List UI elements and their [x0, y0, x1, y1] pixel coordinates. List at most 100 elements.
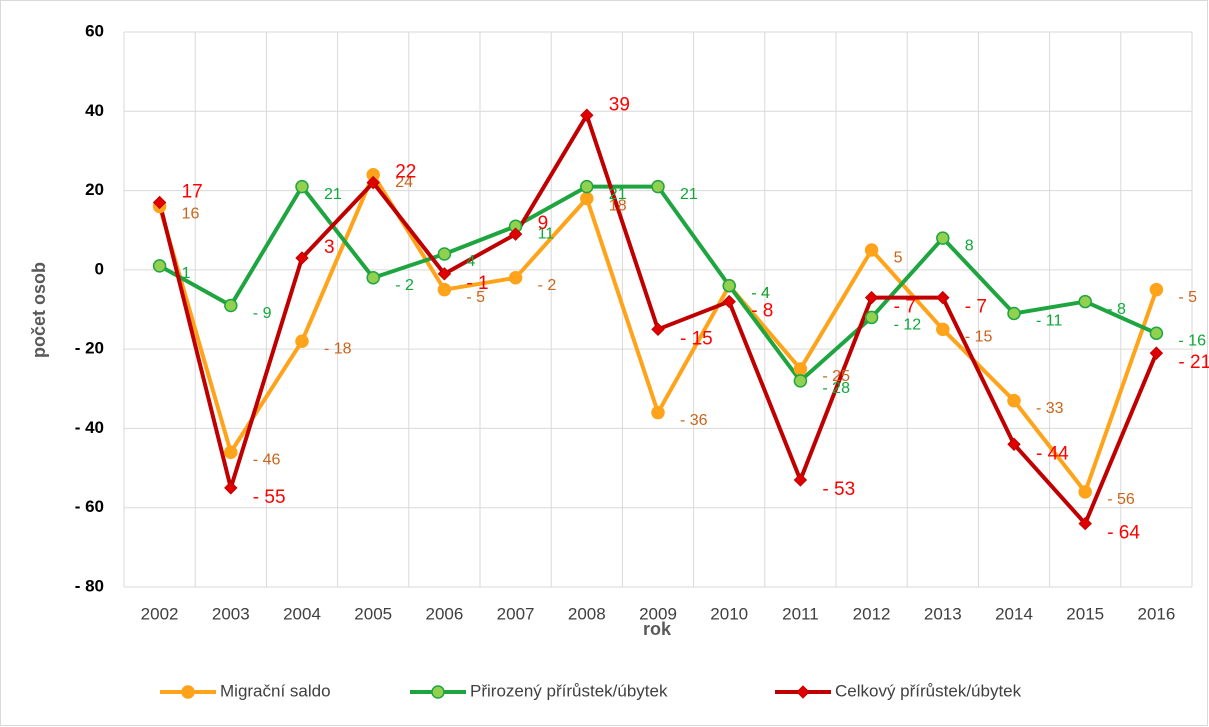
x-tick-label: 2009	[639, 604, 677, 623]
data-point	[152, 195, 167, 210]
y-axis-title: počet osob	[29, 262, 49, 358]
data-point	[224, 481, 238, 495]
data-point	[651, 405, 665, 420]
data-label: 5	[894, 249, 903, 266]
x-axis-title: rok	[643, 619, 672, 639]
data-label: 9	[538, 213, 549, 234]
data-point	[651, 179, 665, 194]
x-tick-label: 2008	[568, 604, 606, 623]
data-point	[366, 175, 380, 190]
data-point	[864, 310, 879, 325]
data-label: - 8	[751, 301, 773, 322]
data-label: - 15	[965, 329, 993, 346]
data-label: - 28	[822, 380, 850, 397]
data-label: - 18	[324, 340, 352, 357]
data-label: - 21	[1178, 352, 1209, 373]
data-label: - 55	[253, 487, 286, 508]
data-point	[936, 231, 950, 245]
data-label: 8	[965, 237, 974, 254]
data-label: - 8	[1107, 301, 1126, 318]
data-label: - 1	[466, 273, 488, 294]
data-label: 4	[466, 253, 475, 270]
data-point	[295, 179, 309, 194]
data-label: - 5	[466, 289, 485, 306]
data-point	[936, 290, 950, 305]
x-tick-label: 2003	[212, 604, 250, 623]
x-tick-label: 2012	[853, 604, 891, 623]
data-label: 21	[680, 186, 698, 203]
x-tick-label: 2010	[710, 604, 748, 623]
data-point	[793, 362, 808, 376]
data-label: - 2	[538, 277, 557, 294]
data-label: - 5	[1178, 289, 1197, 306]
data-point	[1078, 516, 1092, 531]
y-tick-label: 0	[95, 259, 104, 278]
y-tick-label: - 60	[75, 497, 104, 516]
x-tick-label: 2004	[283, 604, 321, 623]
data-label: 17	[182, 181, 203, 202]
data-label: - 4	[751, 285, 770, 302]
x-tick-label: 2015	[1066, 604, 1104, 623]
data-point	[796, 685, 810, 699]
legend-label: Přirozený přírůstek/úbytek	[470, 681, 668, 700]
data-label: 21	[609, 186, 627, 203]
data-point	[224, 298, 238, 313]
data-point	[508, 227, 523, 241]
data-point	[722, 278, 736, 293]
legend-label: Celkový přírůstek/úbytek	[835, 681, 1022, 700]
data-point	[722, 294, 736, 309]
data-label: - 33	[1036, 400, 1064, 417]
x-tick-label: 2016	[1137, 604, 1175, 623]
data-point	[580, 179, 594, 194]
data-label: - 16	[1178, 333, 1206, 350]
y-tick-label: 20	[85, 180, 104, 199]
data-point	[793, 473, 808, 487]
y-tick-label: - 80	[75, 576, 104, 595]
data-point	[1078, 294, 1092, 309]
x-tick-label: 2005	[354, 604, 392, 623]
data-label: - 12	[894, 317, 922, 334]
data-point	[152, 259, 167, 273]
x-tick-label: 2007	[497, 604, 535, 623]
data-point	[1007, 393, 1021, 408]
data-label: - 25	[822, 368, 850, 385]
x-tick-label: 2002	[141, 604, 179, 623]
data-label: 3	[324, 237, 335, 258]
x-tick-label: 2014	[995, 604, 1033, 623]
data-label: - 46	[253, 451, 281, 468]
data-point	[431, 685, 445, 699]
data-label: - 9	[253, 305, 272, 322]
data-point	[437, 282, 452, 297]
data-point	[224, 445, 238, 459]
data-label: 39	[609, 94, 630, 115]
data-point	[295, 251, 309, 265]
data-label: - 53	[822, 479, 855, 500]
data-label: - 4	[751, 285, 770, 302]
data-point	[181, 685, 195, 699]
x-tick-label: 2006	[425, 604, 463, 623]
data-point	[1007, 306, 1021, 321]
y-tick-label: 60	[85, 21, 104, 40]
data-label: - 2	[395, 277, 414, 294]
data-label: - 7	[894, 297, 916, 318]
x-tick-label: 2011	[782, 604, 819, 623]
data-label: - 11	[1036, 313, 1062, 330]
data-point	[936, 322, 950, 337]
data-point	[864, 243, 879, 257]
legend-label: Migrační saldo	[220, 681, 331, 700]
data-point	[1149, 282, 1164, 297]
data-label: 22	[395, 162, 416, 183]
data-label: 24	[395, 174, 413, 191]
data-point	[295, 334, 309, 348]
data-label: 1	[182, 265, 191, 282]
data-label: 18	[609, 198, 627, 215]
data-point	[437, 267, 452, 281]
data-point	[508, 271, 523, 285]
data-point	[437, 247, 452, 261]
y-tick-label: - 40	[75, 418, 104, 437]
data-label: - 36	[680, 412, 708, 429]
data-label: 16	[182, 206, 200, 223]
data-point	[1078, 485, 1092, 499]
data-label: - 15	[680, 328, 713, 349]
